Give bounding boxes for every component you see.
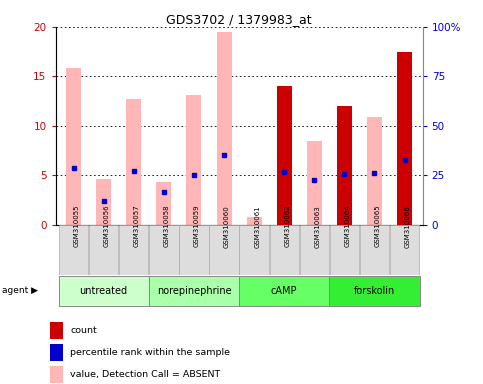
Bar xyxy=(66,68,81,225)
Bar xyxy=(179,225,209,275)
Text: untreated: untreated xyxy=(80,286,128,296)
Bar xyxy=(50,366,63,383)
Title: GDS3702 / 1379983_at: GDS3702 / 1379983_at xyxy=(166,13,312,26)
Text: GSM310057: GSM310057 xyxy=(134,205,140,247)
Text: count: count xyxy=(71,326,97,335)
Bar xyxy=(360,225,389,275)
Text: GSM310059: GSM310059 xyxy=(194,205,200,247)
Text: GSM310064: GSM310064 xyxy=(344,205,350,247)
Text: agent ▶: agent ▶ xyxy=(2,286,39,295)
Bar xyxy=(50,322,63,339)
Bar xyxy=(270,225,299,275)
Text: norepinephrine: norepinephrine xyxy=(156,286,231,296)
Bar xyxy=(367,117,382,225)
Bar xyxy=(50,344,63,361)
Bar xyxy=(299,225,329,275)
Bar xyxy=(216,32,231,225)
Text: GSM310056: GSM310056 xyxy=(104,205,110,247)
Bar xyxy=(59,225,88,275)
Bar xyxy=(239,276,329,306)
Text: GSM310061: GSM310061 xyxy=(254,205,260,248)
Bar xyxy=(337,106,352,225)
Bar xyxy=(307,141,322,225)
Text: GSM310062: GSM310062 xyxy=(284,205,290,247)
Text: GSM310060: GSM310060 xyxy=(224,205,230,248)
Bar xyxy=(209,225,239,275)
Bar xyxy=(156,182,171,225)
Bar xyxy=(126,99,142,225)
Text: GSM310055: GSM310055 xyxy=(73,205,80,247)
Text: GSM310058: GSM310058 xyxy=(164,205,170,247)
Bar xyxy=(277,86,292,225)
Text: cAMP: cAMP xyxy=(271,286,298,296)
Bar xyxy=(89,225,118,275)
Bar xyxy=(119,225,148,275)
Text: GSM310063: GSM310063 xyxy=(314,205,320,248)
Bar xyxy=(240,225,269,275)
Text: value, Detection Call = ABSENT: value, Detection Call = ABSENT xyxy=(71,370,221,379)
Bar xyxy=(329,276,420,306)
Bar xyxy=(149,225,179,275)
Bar xyxy=(186,95,201,225)
Bar xyxy=(330,225,359,275)
Bar xyxy=(397,51,412,225)
Text: percentile rank within the sample: percentile rank within the sample xyxy=(71,348,230,357)
Bar xyxy=(247,217,262,225)
Text: forskolin: forskolin xyxy=(354,286,395,296)
Bar xyxy=(149,276,239,306)
Text: GSM310066: GSM310066 xyxy=(405,205,411,248)
Bar xyxy=(58,276,149,306)
Text: GSM310065: GSM310065 xyxy=(374,205,381,247)
Bar xyxy=(390,225,419,275)
Bar xyxy=(96,179,111,225)
